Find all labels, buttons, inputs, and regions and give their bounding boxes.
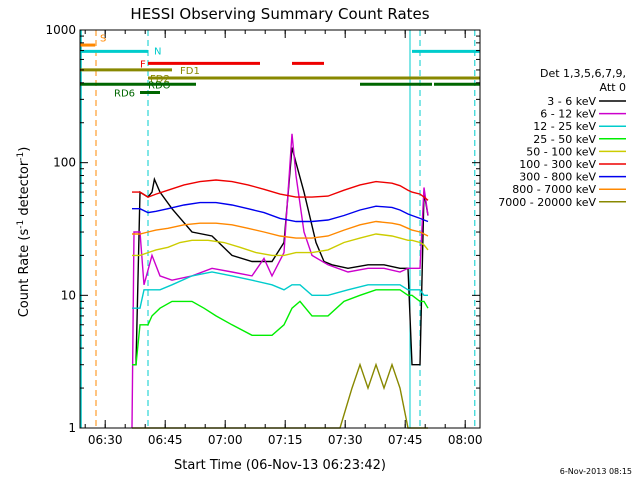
axis-frame [79, 29, 481, 429]
flag-label-f: F [140, 59, 146, 70]
x-axis-label: Start Time (06-Nov-13 06:23:42) [174, 458, 386, 473]
y-axis-label-sup2: -1 [16, 152, 26, 161]
x-tick-label: 07:30 [328, 433, 363, 447]
series-line-8 [132, 362, 428, 429]
legend-label-7: 800 - 7000 keV [512, 183, 596, 196]
flag-label-rdo: RDO [148, 80, 171, 91]
legend-label-3: 25 - 50 keV [533, 133, 596, 146]
series-line-6 [132, 201, 429, 223]
series-line-1 [131, 133, 429, 429]
legend-label-4: 50 - 100 keV [526, 145, 596, 158]
legend-header-line1: Det 1,3,5,6,7,9, [540, 67, 626, 80]
y-tick-label: 100 [53, 156, 76, 170]
legend-label-8: 7000 - 20000 keV [498, 196, 596, 209]
x-tick-label: 06:45 [148, 433, 183, 447]
y-tick-label: 1000 [45, 23, 76, 37]
series-line-3 [132, 289, 429, 366]
x-tick-label: 08:00 [448, 433, 483, 447]
flag-label-fd1: FD1 [180, 66, 200, 77]
x-tick-label: 06:30 [88, 433, 123, 447]
y-axis-label-mid: detector [17, 160, 32, 220]
y-axis-label: Count Rate (s-1 detector-1) [16, 147, 32, 318]
flag-label-s: S [100, 33, 106, 44]
legend-label-2: 12 - 25 keV [533, 120, 596, 133]
x-tick-label: 07:45 [388, 433, 423, 447]
legend-label-6: 300 - 800 keV [519, 171, 596, 184]
legend-label-0: 3 - 6 keV [547, 95, 596, 108]
series-line-7 [132, 220, 429, 239]
series-line-4 [132, 233, 429, 257]
series-line-5 [132, 179, 429, 201]
flag-label-fd2: FD2 [150, 74, 170, 85]
y-axis-label-end: ) [17, 147, 32, 152]
y-axis-label-sup1: -1 [16, 220, 26, 229]
y-tick-label: 1 [68, 421, 76, 435]
series-line-0 [132, 147, 429, 366]
flag-label-rd6: RD6 [114, 88, 135, 99]
x-tick-label: 07:00 [208, 433, 243, 447]
y-tick-label: 10 [61, 288, 76, 302]
legend-label-5: 100 - 300 keV [519, 158, 596, 171]
legend-label-1: 6 - 12 keV [540, 108, 596, 121]
legend-header-line2: Att 0 [600, 81, 626, 94]
footer-timestamp: 6-Nov-2013 08:15 [560, 467, 632, 476]
chart-title: HESSI Observing Summary Count Rates [130, 5, 429, 23]
series-line-2 [132, 271, 428, 309]
y-axis-label-main: Count Rate (s [17, 229, 32, 318]
flag-label-n: N [154, 47, 161, 58]
x-tick-label: 07:15 [268, 433, 303, 447]
axes: 06:30 06:45 07:00 07:15 07:30 07:45 08:00 1 10 10… [45, 23, 482, 447]
